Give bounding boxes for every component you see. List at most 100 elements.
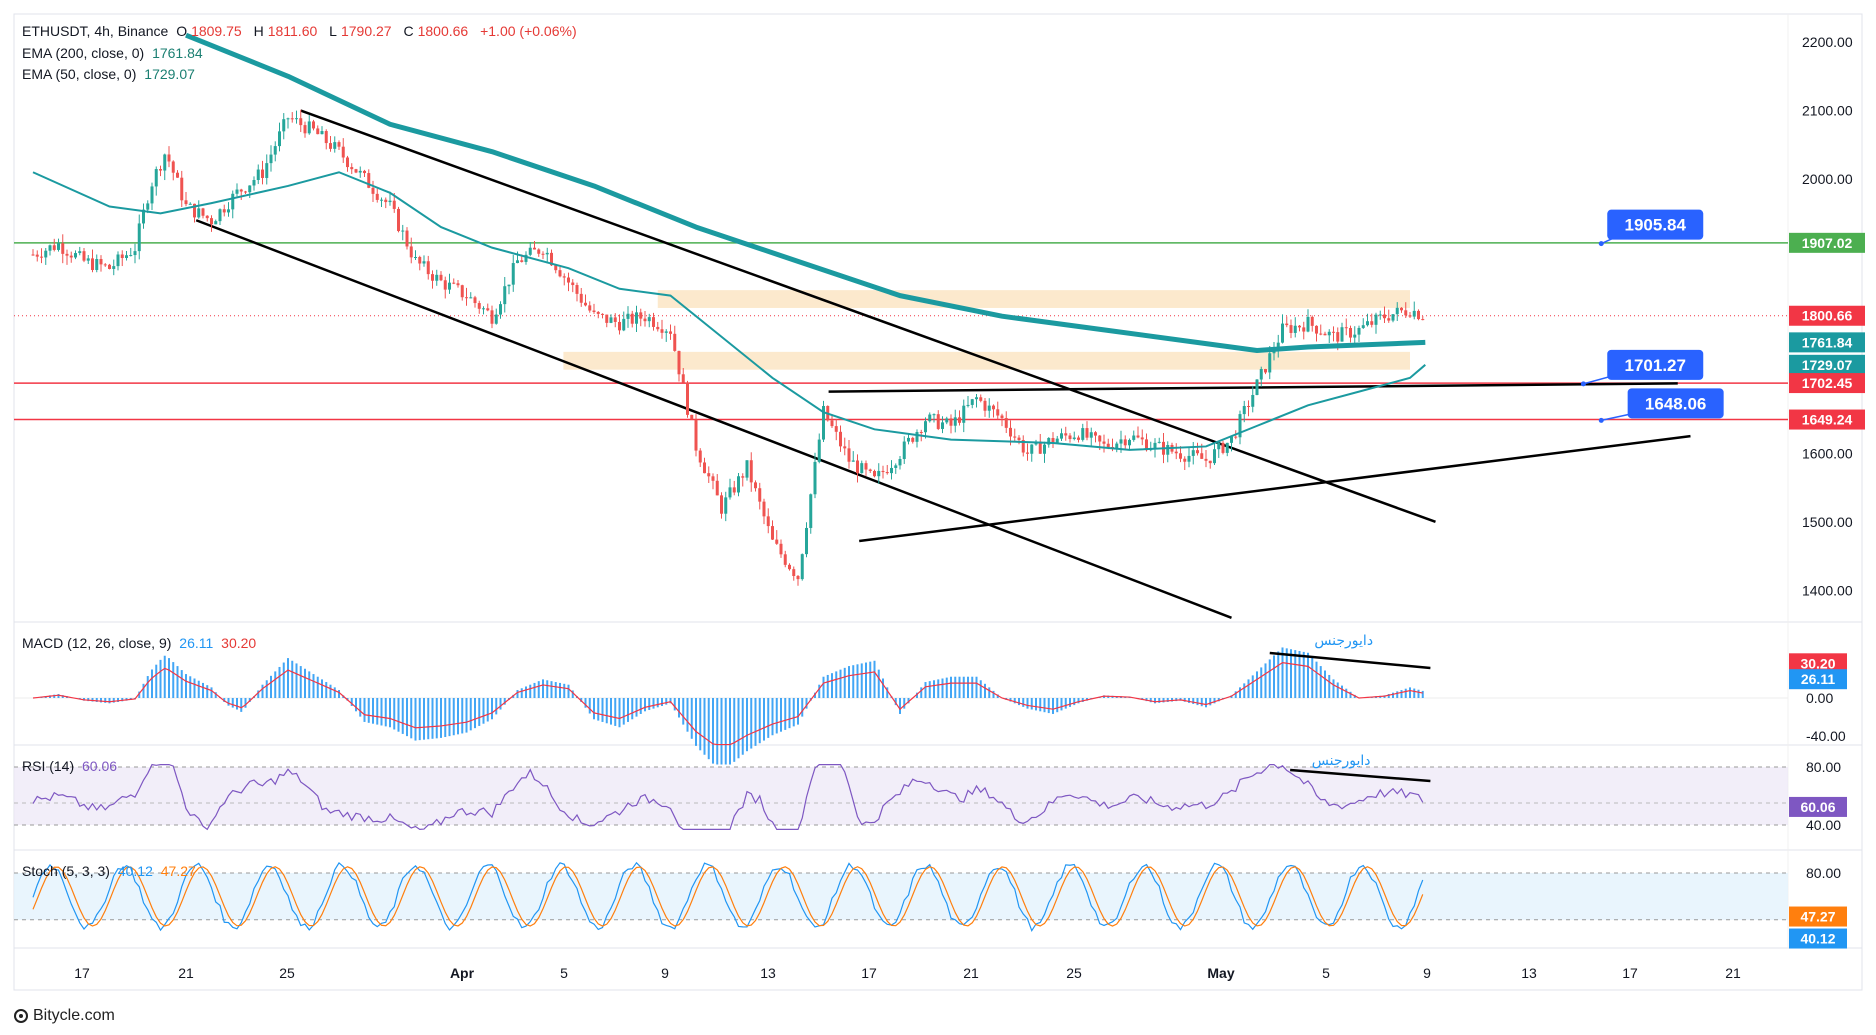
- ema50-legend: EMA (50, close, 0) 1729.07: [22, 65, 199, 83]
- macd-bar: [954, 676, 957, 698]
- candle-body: [1191, 450, 1195, 456]
- macd-bar: [95, 698, 98, 702]
- candle-body: [992, 405, 995, 410]
- candle-body: [473, 297, 477, 304]
- macd-bar: [304, 668, 306, 698]
- candle-body: [346, 157, 349, 168]
- candle-body: [1264, 369, 1267, 373]
- candle-body: [252, 180, 256, 186]
- callout-anchor: [1598, 417, 1604, 423]
- macd-divergence-line: [1269, 651, 1431, 670]
- candle-body: [558, 270, 562, 277]
- candle-body: [669, 331, 672, 334]
- candle-body: [499, 304, 502, 315]
- macd-bar: [104, 698, 107, 703]
- candle-body: [456, 283, 460, 286]
- candle-body: [465, 297, 468, 299]
- macd-bar: [367, 698, 370, 723]
- candle-body: [796, 575, 800, 580]
- candle-body: [817, 439, 821, 462]
- candle-body: [890, 467, 893, 474]
- candle-body: [626, 313, 630, 319]
- macd-bar: [550, 681, 553, 698]
- candle-body: [813, 461, 817, 495]
- macd-bar: [1188, 698, 1190, 703]
- candle-body: [1298, 325, 1301, 328]
- macd-bar: [1022, 698, 1025, 707]
- candle-body: [1293, 325, 1297, 333]
- macd-bar: [1026, 698, 1029, 709]
- candle-body: [1251, 394, 1255, 407]
- candle-body: [766, 516, 770, 527]
- candle-body: [1378, 314, 1382, 316]
- macd-bar: [1268, 659, 1271, 698]
- candle-body: [201, 208, 205, 216]
- macd-bar: [967, 676, 969, 698]
- candle-body: [1404, 310, 1408, 316]
- macd-bar: [848, 666, 850, 698]
- candle-body: [1098, 435, 1102, 442]
- macd-bar: [801, 698, 804, 717]
- candle-body: [154, 169, 158, 187]
- x-tick-label: May: [1207, 965, 1234, 981]
- channel-top-trendline: [300, 109, 1436, 524]
- stoch-label: Stoch (5, 3, 3): [22, 863, 110, 879]
- candle-body: [1132, 435, 1136, 440]
- rsi-tick-label: 40.00: [1806, 817, 1841, 833]
- macd-bar: [91, 698, 94, 702]
- macd-bar: [1030, 698, 1033, 710]
- candle-body: [333, 142, 337, 149]
- candle-body: [516, 260, 519, 264]
- stoch-value-badge: [1789, 906, 1847, 927]
- x-tick-label: 21: [1725, 965, 1741, 981]
- macd-bar: [678, 698, 680, 718]
- candle-body: [392, 200, 396, 209]
- candle-body: [1077, 437, 1080, 440]
- price-label-badge: [1789, 305, 1865, 326]
- candle-body: [1115, 443, 1119, 450]
- candle-body: [575, 285, 579, 294]
- macd-bar: [486, 698, 489, 722]
- macd-bar: [1307, 652, 1309, 698]
- candle-body: [244, 191, 247, 193]
- symbol-label: ETHUSDT, 4h, Binance: [22, 23, 169, 39]
- macd-bar: [355, 698, 357, 712]
- candle-body: [486, 308, 490, 311]
- macd-bar: [644, 698, 646, 712]
- candle-body: [273, 146, 277, 155]
- price-tick-label: 2100.00: [1802, 103, 1853, 119]
- candle-body: [1323, 333, 1327, 336]
- candle-body: [941, 422, 944, 429]
- macd-bar: [350, 698, 353, 706]
- macd-bar: [1145, 698, 1148, 702]
- x-tick-label: 9: [661, 965, 669, 981]
- candle-body: [422, 261, 426, 264]
- macd-bar: [401, 698, 404, 734]
- candle-body: [409, 246, 413, 258]
- candle-body: [894, 465, 898, 468]
- callout-label: 1905.84: [1625, 216, 1687, 235]
- candle-body: [856, 460, 859, 474]
- ohlc-open: O 1809.75: [176, 23, 246, 39]
- candle-body: [962, 405, 966, 423]
- candle-body: [698, 450, 702, 463]
- candles: [31, 109, 1425, 586]
- macd-bar: [461, 698, 464, 734]
- candle-body: [176, 172, 179, 178]
- candle-body: [218, 209, 222, 222]
- macd-bar: [189, 676, 192, 698]
- macd-bar: [533, 682, 536, 698]
- macd-bar: [168, 658, 170, 698]
- candle-body: [881, 470, 885, 473]
- macd-bar: [537, 681, 540, 698]
- macd-bar: [457, 698, 459, 735]
- watermark: Bitycle.com: [14, 1007, 115, 1025]
- candle-body: [843, 446, 847, 449]
- macd-bar: [1290, 649, 1292, 698]
- macd-bar: [1013, 698, 1016, 704]
- price-label-badge: [1789, 354, 1865, 375]
- macd-bar: [1234, 691, 1237, 698]
- candle-body: [554, 265, 558, 271]
- h-value: 1811.60: [267, 23, 318, 39]
